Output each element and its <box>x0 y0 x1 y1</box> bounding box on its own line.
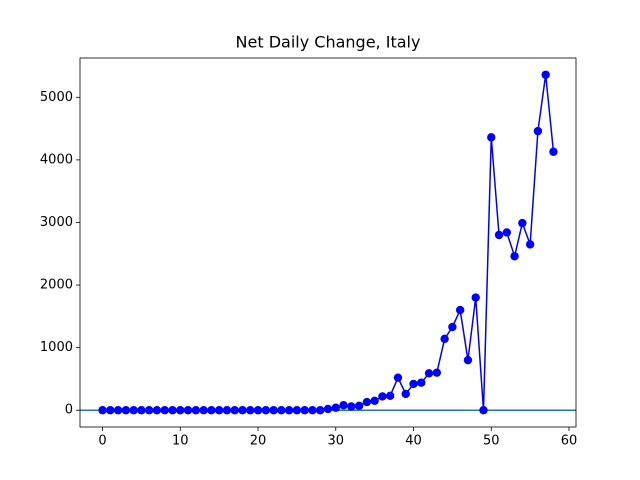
x-tick-label: 20 <box>250 434 267 449</box>
x-tick-label: 60 <box>561 434 578 449</box>
data-point <box>455 305 465 315</box>
x-tick-label: 50 <box>483 434 500 449</box>
data-point <box>541 70 550 79</box>
data-point <box>246 406 255 415</box>
data-point <box>533 126 543 136</box>
data-point <box>261 406 271 415</box>
y-tick-label: 1000 <box>40 340 73 355</box>
data-point <box>479 406 488 415</box>
data-point <box>409 379 418 389</box>
data-point <box>152 406 162 415</box>
y-tick-label: 3000 <box>40 215 73 230</box>
data-point <box>424 369 434 378</box>
data-point <box>292 406 302 415</box>
data-point <box>269 406 278 415</box>
data-point <box>502 228 512 237</box>
data-point <box>370 396 379 406</box>
data-point <box>331 403 340 412</box>
data-point <box>238 406 247 415</box>
data-point <box>253 406 263 415</box>
data-point <box>417 378 426 387</box>
data-point <box>448 322 457 332</box>
data-point <box>487 133 496 142</box>
data-point <box>230 406 239 415</box>
x-tick-label: 40 <box>405 434 422 449</box>
plot-frame <box>79 57 577 428</box>
data-point <box>106 406 115 415</box>
data-point <box>339 401 348 410</box>
data-point <box>385 391 395 401</box>
data-point <box>362 397 372 407</box>
data-point <box>440 334 449 344</box>
data-point <box>510 252 519 261</box>
data-point <box>98 406 107 415</box>
data-point <box>549 147 558 156</box>
data-point <box>316 406 325 415</box>
data-point <box>471 293 480 302</box>
data-point <box>113 406 123 415</box>
data-point <box>432 368 442 377</box>
data-point <box>308 406 317 415</box>
data-point <box>277 406 286 415</box>
x-tick-label: 0 <box>98 434 106 449</box>
data-point <box>121 406 131 415</box>
y-tick-label: 4000 <box>40 152 73 167</box>
y-tick-label: 2000 <box>40 278 73 293</box>
y-tick-label: 0 <box>65 403 73 418</box>
data-point <box>144 406 154 415</box>
data-point <box>300 406 309 415</box>
data-point <box>323 404 333 414</box>
x-tick-label: 10 <box>172 434 189 449</box>
data-point <box>168 406 177 415</box>
data-point <box>183 406 193 415</box>
data-point <box>176 406 185 415</box>
data-point <box>207 406 216 415</box>
data-point <box>199 406 208 415</box>
data-point <box>214 406 224 415</box>
data-point <box>401 389 410 399</box>
data-point <box>393 373 403 382</box>
data-point <box>354 401 364 411</box>
y-tick-label: 5000 <box>40 90 73 105</box>
x-tick-label: 30 <box>328 434 345 449</box>
data-point <box>378 392 387 401</box>
data-point <box>191 406 201 415</box>
data-point <box>525 240 535 249</box>
data-point <box>137 406 146 415</box>
data-point <box>222 406 232 415</box>
data-point <box>160 406 169 415</box>
data-point <box>284 406 294 415</box>
chart-title: Net Daily Change, Italy <box>236 33 421 52</box>
data-point <box>494 230 504 240</box>
data-point <box>463 355 473 365</box>
data-point <box>518 218 527 228</box>
data-point <box>347 402 356 411</box>
data-point <box>129 406 138 415</box>
